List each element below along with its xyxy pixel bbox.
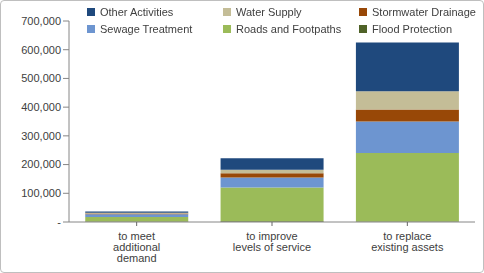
svg-text:600,000: 600,000 (21, 44, 61, 56)
html-text:Flood Protection: Flood Protection (372, 23, 453, 35)
svg-text:100,000: 100,000 (21, 187, 61, 199)
html-text:Roads and Footpaths: Roads and Footpaths (236, 23, 342, 35)
svg-text:500,000: 500,000 (21, 72, 61, 84)
html-text:Sewage Treatment: Sewage Treatment (100, 23, 193, 35)
svg-text:700,000: 700,000 (21, 15, 61, 27)
svg-text:to meetadditionaldemand: to meetadditionaldemand (113, 230, 160, 264)
svg-text:400,000: 400,000 (21, 101, 61, 113)
svg-text:200,000: 200,000 (21, 158, 61, 170)
html-text:Water Supply: Water Supply (236, 6, 302, 18)
html-text:Other Activities: Other Activities (100, 6, 174, 18)
html-text:Stormwater Drainage: Stormwater Drainage (372, 6, 476, 18)
svg-text:300,000: 300,000 (21, 130, 61, 142)
svg-text:to replaceexisting assets: to replaceexisting assets (371, 230, 444, 253)
svg-text:to improvelevels of service: to improvelevels of service (233, 230, 311, 253)
svg-text:-: - (57, 216, 61, 228)
